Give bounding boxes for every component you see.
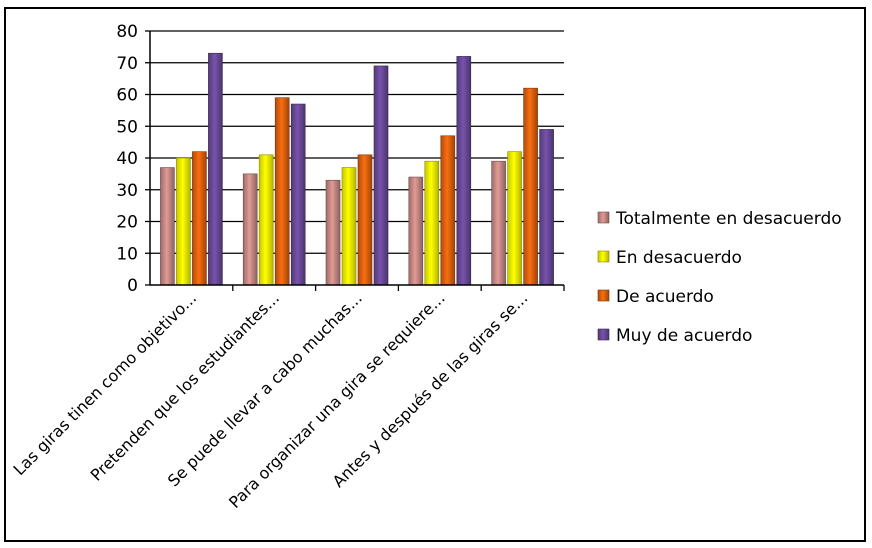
bar bbox=[192, 151, 207, 286]
x-tick-label: Las giras tinen como objetivo... bbox=[10, 288, 201, 479]
bar bbox=[408, 176, 424, 286]
y-tick-label: 0 bbox=[127, 276, 138, 296]
legend-label: En desacuerdo bbox=[616, 248, 742, 268]
axes bbox=[145, 30, 565, 291]
bar bbox=[160, 167, 175, 286]
y-tick-label: 30 bbox=[116, 181, 138, 201]
bar bbox=[242, 173, 258, 286]
legend-swatch bbox=[597, 289, 610, 302]
legend-swatch bbox=[597, 250, 610, 263]
y-tick-label: 50 bbox=[116, 117, 138, 137]
legend: Totalmente en desacuerdo En desacuerdo De … bbox=[597, 209, 842, 346]
bar bbox=[456, 56, 472, 286]
bar bbox=[507, 151, 522, 286]
bar bbox=[539, 129, 554, 286]
bar bbox=[357, 154, 373, 286]
y-tick-label: 80 bbox=[116, 22, 138, 42]
bar bbox=[176, 157, 191, 286]
y-tick-label: 10 bbox=[116, 244, 138, 264]
bars bbox=[160, 52, 554, 286]
bar bbox=[274, 97, 290, 286]
x-tick-labels: Las giras tinen como objetivo...Pretende… bbox=[10, 288, 532, 512]
legend-label: De acuerdo bbox=[616, 287, 714, 307]
bar bbox=[290, 103, 306, 286]
legend-swatch bbox=[597, 328, 610, 341]
legend-label: Totalmente en desacuerdo bbox=[615, 209, 842, 229]
bar bbox=[440, 135, 456, 286]
y-tick-label: 60 bbox=[116, 86, 138, 106]
bar bbox=[523, 87, 538, 286]
y-tick-labels: 0 10 20 30 40 50 60 70 80 bbox=[116, 22, 138, 296]
legend-label: Muy de acuerdo bbox=[616, 326, 752, 346]
bar bbox=[341, 167, 357, 286]
y-tick-label: 70 bbox=[116, 54, 138, 74]
y-tick-label: 20 bbox=[116, 213, 138, 233]
bar bbox=[373, 65, 389, 286]
legend-swatch bbox=[597, 211, 610, 224]
bar bbox=[208, 52, 223, 286]
y-tick-label: 40 bbox=[116, 149, 138, 169]
bar bbox=[491, 160, 506, 286]
bar bbox=[258, 154, 274, 286]
bar bbox=[424, 160, 440, 286]
bar bbox=[325, 179, 341, 286]
